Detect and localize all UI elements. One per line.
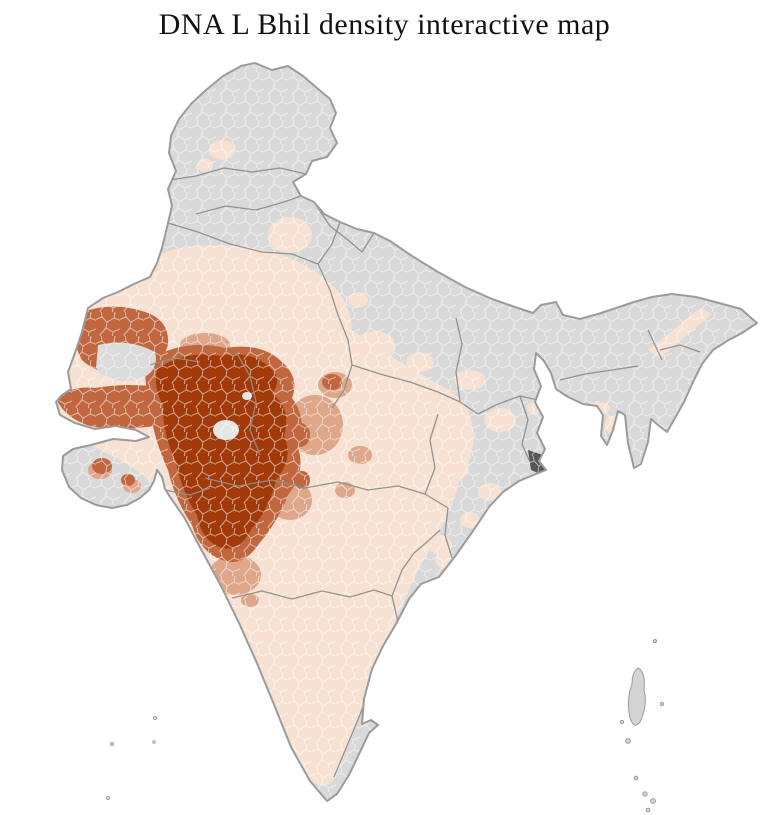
lakshadweep-islands[interactable]	[106, 716, 157, 801]
andaman-nicobar-islands[interactable]	[619, 638, 665, 813]
district-borders-mesh	[56, 63, 757, 801]
page-title: DNA L Bhil density interactive map	[158, 8, 611, 41]
